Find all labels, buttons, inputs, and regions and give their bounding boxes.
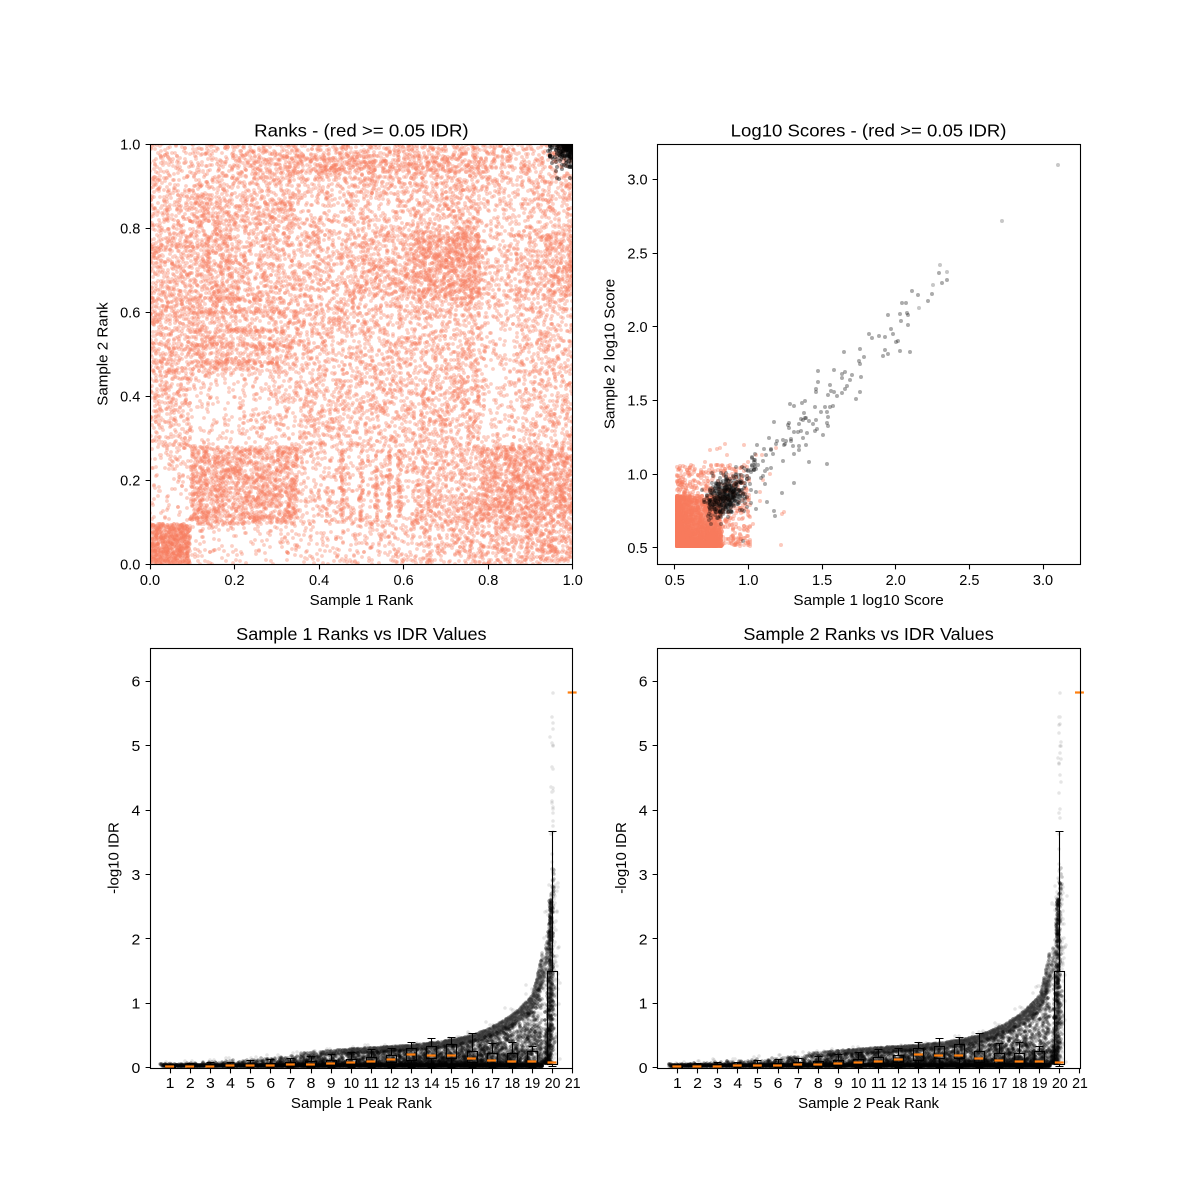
svg-text:Sample 2 Ranks vs IDR Values: Sample 2 Ranks vs IDR Values xyxy=(743,624,994,644)
svg-text:0.2: 0.2 xyxy=(120,473,140,489)
svg-text:14: 14 xyxy=(424,1076,440,1092)
svg-text:1: 1 xyxy=(639,997,648,1013)
svg-text:3: 3 xyxy=(206,1076,215,1092)
svg-text:2: 2 xyxy=(639,932,648,948)
svg-text:18: 18 xyxy=(504,1076,520,1092)
svg-text:1: 1 xyxy=(673,1076,682,1092)
svg-text:8: 8 xyxy=(814,1076,823,1092)
svg-text:18: 18 xyxy=(1012,1076,1028,1092)
svg-text:1.5: 1.5 xyxy=(812,573,832,589)
svg-text:3: 3 xyxy=(132,868,141,884)
svg-text:21: 21 xyxy=(1072,1076,1088,1092)
svg-text:15: 15 xyxy=(951,1076,967,1092)
svg-text:0.8: 0.8 xyxy=(478,573,498,589)
svg-text:1: 1 xyxy=(132,997,141,1013)
svg-text:12: 12 xyxy=(384,1076,400,1092)
svg-text:1.5: 1.5 xyxy=(627,394,647,410)
svg-text:0: 0 xyxy=(639,1061,648,1077)
svg-text:5: 5 xyxy=(754,1076,763,1092)
svg-text:0.8: 0.8 xyxy=(120,221,140,237)
svg-text:3: 3 xyxy=(639,868,648,884)
svg-text:16: 16 xyxy=(464,1076,480,1092)
svg-text:2: 2 xyxy=(693,1076,702,1092)
svg-text:0: 0 xyxy=(132,1061,141,1077)
svg-text:13: 13 xyxy=(911,1076,927,1092)
svg-text:1.0: 1.0 xyxy=(120,137,140,153)
svg-text:2.5: 2.5 xyxy=(627,246,647,262)
svg-text:1: 1 xyxy=(166,1076,175,1092)
svg-text:Sample 2 Peak Rank: Sample 2 Peak Rank xyxy=(798,1096,940,1112)
svg-text:10: 10 xyxy=(343,1076,359,1092)
svg-text:2.0: 2.0 xyxy=(886,573,906,589)
svg-text:9: 9 xyxy=(327,1076,336,1092)
svg-text:0.6: 0.6 xyxy=(394,573,414,589)
svg-text:-log10 IDR: -log10 IDR xyxy=(107,822,123,894)
svg-text:2: 2 xyxy=(186,1076,195,1092)
svg-text:11: 11 xyxy=(364,1076,380,1092)
svg-text:2: 2 xyxy=(132,932,141,948)
svg-text:0.5: 0.5 xyxy=(665,573,685,589)
svg-text:6: 6 xyxy=(639,674,648,690)
svg-text:9: 9 xyxy=(834,1076,843,1092)
svg-text:20: 20 xyxy=(1052,1076,1068,1092)
svg-text:0.2: 0.2 xyxy=(224,573,244,589)
svg-text:Sample 1 Rank: Sample 1 Rank xyxy=(310,593,414,609)
svg-text:4: 4 xyxy=(639,803,648,819)
svg-text:4: 4 xyxy=(733,1076,742,1092)
svg-text:Sample 2 log10 Score: Sample 2 log10 Score xyxy=(603,279,619,429)
svg-text:0.0: 0.0 xyxy=(140,573,160,589)
svg-text:Sample 1 Ranks vs IDR Values: Sample 1 Ranks vs IDR Values xyxy=(236,624,487,644)
svg-text:3.0: 3.0 xyxy=(627,173,647,189)
svg-text:-log10 IDR: -log10 IDR xyxy=(614,822,630,894)
svg-text:10: 10 xyxy=(851,1076,867,1092)
svg-text:15: 15 xyxy=(444,1076,460,1092)
svg-text:Sample 1 Peak Rank: Sample 1 Peak Rank xyxy=(291,1096,433,1112)
svg-text:1.0: 1.0 xyxy=(738,573,758,589)
svg-text:1.0: 1.0 xyxy=(563,573,583,589)
svg-text:19: 19 xyxy=(1032,1076,1048,1092)
svg-text:2.0: 2.0 xyxy=(627,320,647,336)
svg-text:17: 17 xyxy=(992,1076,1008,1092)
svg-text:17: 17 xyxy=(484,1076,500,1092)
svg-text:5: 5 xyxy=(639,739,648,755)
svg-text:11: 11 xyxy=(871,1076,887,1092)
svg-text:Log10 Scores - (red >= 0.05 ID: Log10 Scores - (red >= 0.05 IDR) xyxy=(731,121,1007,141)
svg-text:16: 16 xyxy=(971,1076,987,1092)
svg-text:2.5: 2.5 xyxy=(959,573,979,589)
svg-text:19: 19 xyxy=(525,1076,541,1092)
svg-text:1.0: 1.0 xyxy=(627,467,647,483)
svg-text:Ranks - (red >= 0.05 IDR): Ranks - (red >= 0.05 IDR) xyxy=(254,121,469,141)
svg-text:7: 7 xyxy=(794,1076,803,1092)
svg-text:5: 5 xyxy=(132,739,141,755)
svg-text:Sample 2 Rank: Sample 2 Rank xyxy=(95,301,111,405)
svg-text:13: 13 xyxy=(404,1076,420,1092)
svg-text:3.0: 3.0 xyxy=(1033,573,1053,589)
svg-text:6: 6 xyxy=(266,1076,275,1092)
svg-text:20: 20 xyxy=(545,1076,561,1092)
svg-text:3: 3 xyxy=(713,1076,722,1092)
svg-text:7: 7 xyxy=(287,1076,296,1092)
svg-text:8: 8 xyxy=(307,1076,316,1092)
svg-text:6: 6 xyxy=(774,1076,783,1092)
svg-text:6: 6 xyxy=(132,674,141,690)
svg-text:4: 4 xyxy=(226,1076,235,1092)
svg-text:0.0: 0.0 xyxy=(120,557,140,573)
svg-text:14: 14 xyxy=(931,1076,947,1092)
svg-text:4: 4 xyxy=(132,803,141,819)
svg-text:Sample 1 log10 Score: Sample 1 log10 Score xyxy=(793,593,943,609)
svg-text:5: 5 xyxy=(246,1076,255,1092)
svg-text:12: 12 xyxy=(891,1076,907,1092)
svg-text:0.4: 0.4 xyxy=(120,389,140,405)
svg-text:0.6: 0.6 xyxy=(120,305,140,321)
svg-text:21: 21 xyxy=(565,1076,581,1092)
svg-text:0.4: 0.4 xyxy=(309,573,329,589)
svg-text:0.5: 0.5 xyxy=(627,541,647,557)
